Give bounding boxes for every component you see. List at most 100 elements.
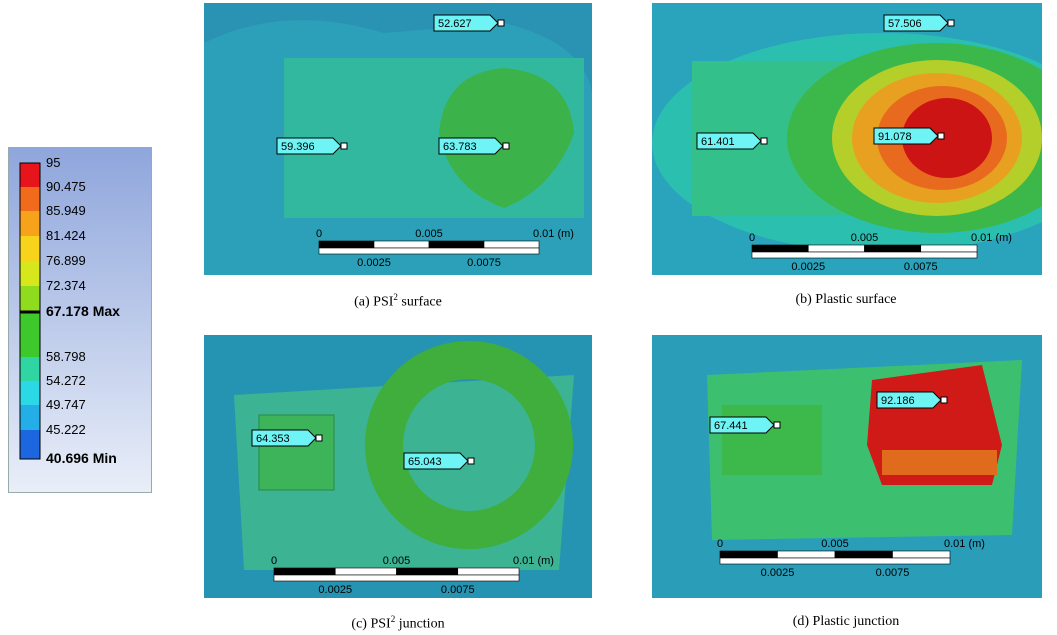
component	[722, 405, 822, 475]
caption-text: (a) PSI	[354, 295, 393, 310]
simulation-panel: 67.441 92.186 0 0.005 0.01 (m) 0.0025 0.0075	[652, 335, 1042, 598]
scale-label: 0.0025	[357, 257, 391, 269]
probe-value: 63.783	[443, 141, 477, 153]
scale-label: 0.01 (m)	[944, 538, 985, 550]
simulation-panel: 52.627 59.396 63.783 0 0.005 0.01 (m) 0.0025 0.…	[204, 3, 592, 275]
probe-value: 57.506	[888, 18, 922, 30]
legend-swatch	[20, 286, 40, 312]
legend-swatch	[20, 211, 40, 236]
scale-label: 0.005	[415, 228, 443, 240]
scale-segment	[921, 245, 977, 252]
probe-value: 64.353	[256, 433, 290, 445]
legend-swatch	[20, 405, 40, 430]
caption-text: junction	[395, 617, 444, 632]
scale-segment	[720, 551, 778, 558]
legend-label: 45.222	[46, 422, 86, 437]
legend: 95 90.475 85.949 81.424 76.899 72.374 67.178 M…	[8, 147, 152, 493]
legend-label: 72.374	[46, 278, 86, 293]
scale-segment	[893, 551, 951, 558]
scale-label: 0.0025	[791, 261, 825, 273]
probe-value: 91.078	[878, 131, 912, 143]
probe-value: 67.441	[714, 420, 748, 432]
scale-segment	[458, 568, 519, 575]
scale-label: 0.0025	[318, 584, 352, 596]
legend-label: 40.696 Min	[46, 450, 117, 466]
hot-base	[882, 450, 997, 475]
caption: (c) PSI2 junction	[204, 614, 592, 633]
scale-label: 0.01 (m)	[513, 555, 554, 567]
legend-label: 67.178 Max	[46, 303, 120, 319]
legend-label: 58.798	[46, 349, 86, 364]
legend-label: 95	[46, 155, 60, 170]
legend-swatch	[20, 163, 40, 187]
simulation-panel: 57.506 61.401 91.078 0 0.005 0.01 (m) 0.0025 0.…	[652, 3, 1042, 275]
scale-label: 0.005	[851, 232, 879, 244]
caption-text: (d) Plastic junction	[793, 614, 900, 629]
probe-point	[761, 138, 767, 144]
legend-label: 81.424	[46, 228, 86, 243]
legend-label: 54.272	[46, 373, 86, 388]
caption-text: surface	[398, 295, 442, 310]
probe-point	[941, 397, 947, 403]
scale-label: 0.0075	[876, 567, 910, 579]
scale-segment	[835, 551, 893, 558]
probe-point	[498, 20, 504, 26]
legend-swatch	[20, 236, 40, 261]
scale-segment	[808, 245, 864, 252]
caption: (a) PSI2 surface	[204, 292, 592, 311]
probe-value: 61.401	[701, 136, 735, 148]
probe-value: 92.186	[881, 395, 915, 407]
legend-label: 85.949	[46, 203, 86, 218]
scale-label: 0.01 (m)	[971, 232, 1012, 244]
legend-swatch	[20, 312, 40, 357]
scale-segment	[484, 241, 539, 248]
scale-label: 0.005	[821, 538, 849, 550]
legend-label: 49.747	[46, 397, 86, 412]
probe-point	[774, 422, 780, 428]
scale-segment	[335, 568, 396, 575]
scale-segment	[397, 568, 458, 575]
legend-label: 90.475	[46, 179, 86, 194]
figure: 95 90.475 85.949 81.424 76.899 72.374 67.178 M…	[0, 0, 1057, 635]
caption-text: (c) PSI	[351, 617, 390, 632]
caption-text: (b) Plastic surface	[795, 292, 896, 307]
probe-point	[503, 143, 509, 149]
legend-label: 76.899	[46, 253, 86, 268]
legend-swatch	[20, 261, 40, 286]
scale-segment	[720, 558, 950, 564]
probe-value: 52.627	[438, 18, 472, 30]
scale-label: 0	[271, 555, 277, 567]
probe-point	[341, 143, 347, 149]
scale-label: 0	[717, 538, 723, 550]
scale-segment	[752, 252, 977, 258]
scale-label: 0.0025	[761, 567, 795, 579]
scale-label: 0.005	[383, 555, 411, 567]
scale-label: 0	[316, 228, 322, 240]
scale-segment	[778, 551, 836, 558]
caption: (d) Plastic junction	[652, 614, 1040, 630]
legend-swatch	[20, 357, 40, 381]
caption: (b) Plastic surface	[652, 292, 1040, 308]
legend-swatch	[20, 430, 40, 459]
scale-label: 0	[749, 232, 755, 244]
scale-segment	[865, 245, 921, 252]
scale-label: 0.0075	[467, 257, 501, 269]
legend-swatch	[20, 381, 40, 405]
probe-point	[468, 458, 474, 464]
probe-point	[938, 133, 944, 139]
scale-segment	[752, 245, 808, 252]
scale-segment	[274, 568, 335, 575]
scale-segment	[274, 575, 519, 581]
scale-segment	[319, 248, 539, 254]
scale-label: 0.0075	[904, 261, 938, 273]
scale-segment	[429, 241, 484, 248]
legend-swatch	[20, 187, 40, 211]
component	[259, 415, 334, 490]
probe-value: 65.043	[408, 456, 442, 468]
simulation-panel: 64.353 65.043 0 0.005 0.01 (m) 0.0025 0.0075	[204, 335, 592, 598]
probe-point	[316, 435, 322, 441]
probe-value: 59.396	[281, 141, 315, 153]
scale-label: 0.01 (m)	[533, 228, 574, 240]
scale-label: 0.0075	[441, 584, 475, 596]
scale-segment	[374, 241, 429, 248]
